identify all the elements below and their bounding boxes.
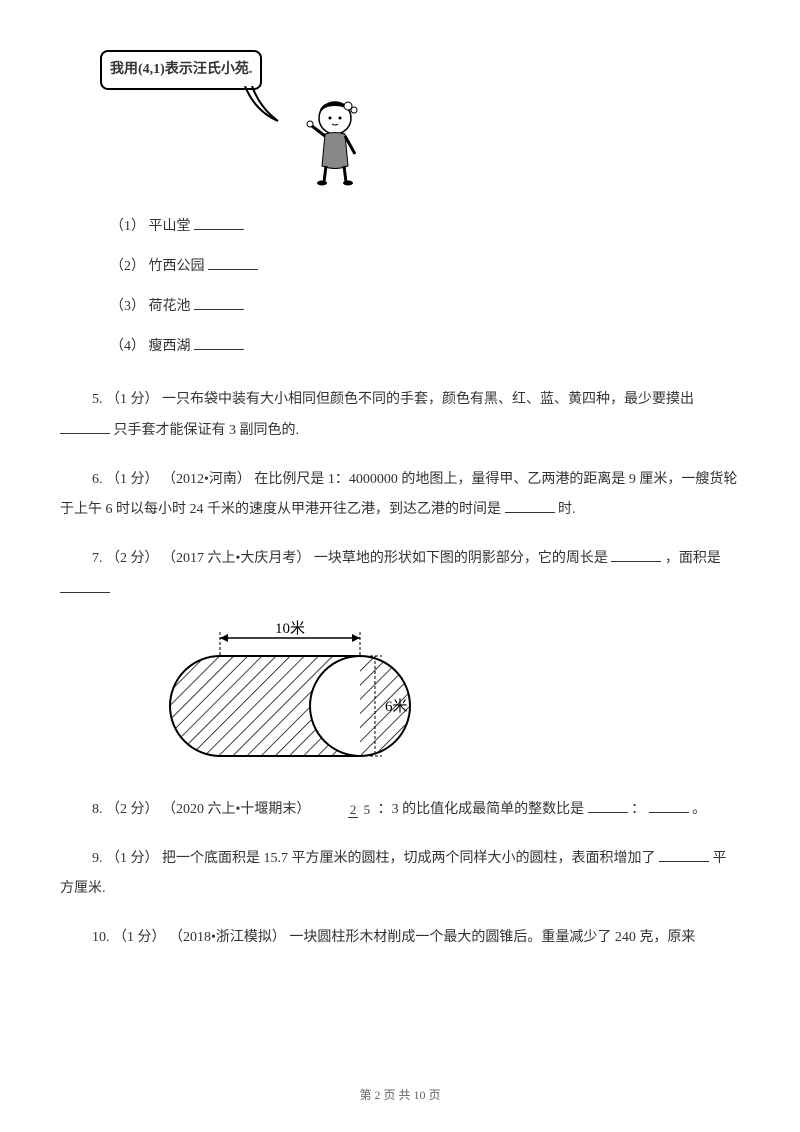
q5-suffix: 只手套才能保证有 3 副同色的. (114, 423, 300, 438)
blank (611, 548, 661, 562)
subitem-label: 平山堂 (149, 219, 191, 234)
blank (194, 336, 244, 350)
subitem-num: （2） (110, 259, 145, 274)
q7-mid: ，面积是 (665, 551, 721, 566)
blank (659, 848, 709, 862)
question-6: 6. （1 分） （2012•河南） 在比例尺是 1：4000000 的地图上，… (60, 465, 740, 527)
subitem-num: （3） (110, 299, 145, 314)
bubble-pointer (240, 86, 300, 126)
question-10: 10. （1 分） （2018•浙江模拟） 一块圆柱形木材削成一个最大的圆锥后。… (60, 923, 740, 954)
speech-bubble: 我用(4,1)表示汪氏小苑. (100, 50, 262, 90)
question-5: 5. （1 分） 一只布袋中装有大小相同但颜色不同的手套，颜色有黑、红、蓝、黄四… (60, 385, 740, 447)
subitem-1: （1） 平山堂 (110, 207, 740, 247)
q6-suffix: 时. (558, 502, 576, 517)
question-8: 8. （2 分） （2020 六上•十堰期末） 2 5 ：3 的比值化成最简单的… (60, 795, 740, 826)
subitem-label: 瘦西湖 (149, 339, 191, 354)
q6-text: 6. （1 分） （2012•河南） 在比例尺是 1：4000000 的地图上，… (60, 472, 737, 518)
q8-suffix: 。 (692, 802, 706, 817)
frac-den: 5 (362, 802, 373, 817)
q8-sep: ： (631, 802, 645, 817)
blank (208, 256, 258, 270)
speech-bubble-group: 我用(4,1)表示汪氏小苑. (100, 50, 740, 197)
q8-prefix: 8. （2 分） （2020 六上•十堰期末） (92, 802, 314, 817)
subitem-num: （1） (110, 219, 145, 234)
speech-bubble-text: 我用(4,1)表示汪氏小苑. (110, 62, 252, 77)
footer-text: 第 2 页 共 10 页 (359, 1088, 440, 1102)
q9-text: 9. （1 分） 把一个底面积是 15.7 平方厘米的圆柱，切成两个同样大小的圆… (92, 851, 656, 866)
q7-text: 7. （2 分） （2017 六上•大庆月考） 一块草地的形状如下图的阴影部分，… (92, 551, 608, 566)
height-label: 6米 (385, 698, 408, 715)
blank (505, 499, 555, 513)
subitem-label: 竹西公园 (149, 259, 205, 274)
width-label: 10米 (275, 620, 305, 637)
q5-text: 5. （1 分） 一只布袋中装有大小相同但颜色不同的手套，颜色有黑、红、蓝、黄四… (92, 392, 694, 407)
subitem-num: （4） (110, 339, 145, 354)
blank (649, 799, 689, 813)
frac-num: 2 (348, 802, 359, 818)
blank (60, 579, 110, 593)
q7-diagram: 10米 6米 (160, 616, 740, 777)
blank (60, 420, 110, 434)
q8-mid: ：3 的比值化成最简单的整数比是 (378, 802, 585, 817)
page-footer: 第 2 页 共 10 页 (60, 1083, 740, 1107)
subitem-3: （3） 荷花池 (110, 287, 740, 327)
blank (194, 296, 244, 310)
q10-text: 10. （1 分） （2018•浙江模拟） 一块圆柱形木材削成一个最大的圆锥后。… (92, 930, 695, 945)
subitem-4: （4） 瘦西湖 (110, 327, 740, 367)
blank (194, 216, 244, 230)
subitem-label: 荷花池 (149, 299, 191, 314)
question-9: 9. （1 分） 把一个底面积是 15.7 平方厘米的圆柱，切成两个同样大小的圆… (60, 844, 740, 906)
question-7: 7. （2 分） （2017 六上•大庆月考） 一块草地的形状如下图的阴影部分，… (60, 544, 740, 606)
subitem-2: （2） 竹西公园 (110, 247, 740, 287)
fraction: 2 5 (316, 803, 372, 816)
character-illustration (300, 96, 740, 197)
blank (588, 799, 628, 813)
